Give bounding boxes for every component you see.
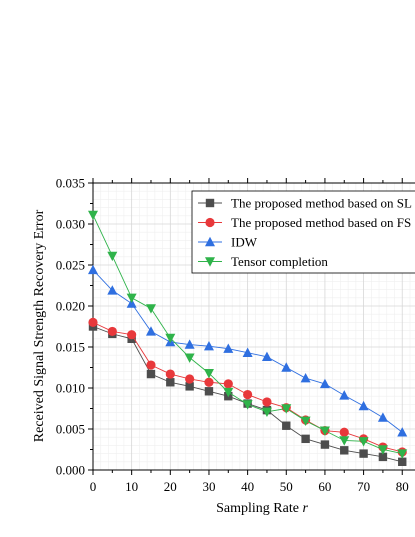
data-point (126, 293, 137, 303)
data-point (146, 360, 156, 370)
legend-entry: Tensor completion (198, 254, 328, 269)
legend-box (191, 190, 415, 274)
data-point (319, 378, 330, 389)
legend-label: Tensor completion (231, 254, 328, 269)
data-point (320, 440, 330, 449)
data-point (281, 362, 292, 372)
series-4 (88, 210, 408, 459)
legend-label: IDW (231, 235, 258, 250)
x-tick-label: 70 (357, 479, 370, 494)
data-point (184, 353, 195, 363)
data-point (146, 369, 156, 379)
x-axis-label: Sampling Rate r (216, 501, 308, 516)
data-point (397, 449, 408, 459)
y-tick-label: 0.035 (56, 176, 85, 191)
data-point (261, 351, 272, 362)
data-point (223, 343, 234, 353)
y-tick-label: 0.005 (56, 422, 85, 437)
data-point (377, 412, 388, 422)
data-point (223, 379, 233, 389)
y-tick-label: 0.000 (56, 463, 85, 478)
x-tick-label: 80 (396, 479, 409, 494)
x-tick-label: 50 (280, 479, 293, 494)
data-point (300, 372, 311, 383)
y-tick-label: 0.010 (56, 381, 85, 396)
x-tick-label: 10 (125, 479, 138, 494)
legend-marker (205, 217, 215, 228)
data-point (185, 382, 194, 391)
data-point (397, 427, 408, 437)
data-point (358, 400, 369, 411)
x-tick-label: 30 (202, 479, 215, 494)
data-point (88, 210, 98, 221)
y-tick-label: 0.020 (56, 299, 85, 314)
data-point (242, 400, 253, 410)
legend-marker (205, 257, 215, 267)
legend-entry: The proposed method based on FS (198, 215, 411, 230)
data-point (243, 389, 253, 400)
data-point (242, 347, 253, 357)
data-point (107, 285, 118, 295)
data-point (88, 264, 98, 275)
data-point (127, 330, 137, 340)
series-3 (88, 264, 408, 437)
data-point (203, 369, 214, 379)
y-tick-label: 0.030 (56, 217, 85, 232)
data-point (281, 404, 292, 414)
data-point (204, 377, 214, 387)
data-point (301, 434, 310, 444)
series-layer (88, 210, 408, 466)
y-tick-label: 0.025 (56, 258, 85, 273)
y-tick-label: 0.015 (56, 340, 85, 355)
legend-entry: The proposed method based on SL (198, 196, 412, 211)
data-point (261, 407, 272, 417)
data-point (185, 374, 195, 384)
x-tick-label: 0 (90, 479, 97, 494)
data-point (398, 457, 407, 466)
data-point (319, 426, 330, 436)
data-point (378, 452, 388, 462)
data-point (223, 387, 234, 398)
data-point (358, 437, 369, 447)
legend-marker (205, 198, 215, 208)
legend-entry: IDW (198, 235, 258, 250)
axes: 0 10 20 30 40 50 60 70 80 0.000 0.005 0.010 0.015 0.0… (56, 176, 415, 494)
x-tick-label: 60 (318, 479, 331, 494)
data-point (377, 445, 388, 455)
data-point (107, 251, 118, 262)
data-point (107, 326, 117, 337)
x-tick-label: 20 (164, 479, 177, 494)
legend-marker (205, 236, 215, 247)
data-point (184, 339, 195, 349)
legend: The proposed method based on SL The propo… (191, 190, 415, 274)
data-point (145, 304, 156, 314)
data-point (145, 326, 156, 336)
data-point (282, 421, 291, 430)
data-point (339, 390, 350, 400)
x-tick-label: 40 (241, 479, 254, 494)
data-point (340, 446, 349, 455)
legend-label: The proposed method based on FS (231, 215, 411, 230)
data-point (339, 436, 350, 446)
data-point (204, 387, 214, 396)
data-point (262, 397, 272, 407)
data-point (88, 317, 98, 327)
data-point (203, 340, 214, 351)
data-point (300, 416, 311, 426)
data-point (339, 427, 349, 437)
data-point (126, 298, 137, 308)
data-point (165, 369, 175, 379)
data-point (359, 449, 368, 458)
data-point (165, 333, 176, 344)
data-point (166, 378, 175, 387)
y-axis-label: Received Signal Strength Recovery Error (32, 209, 47, 442)
legend-label: The proposed method based on SL (231, 196, 412, 211)
